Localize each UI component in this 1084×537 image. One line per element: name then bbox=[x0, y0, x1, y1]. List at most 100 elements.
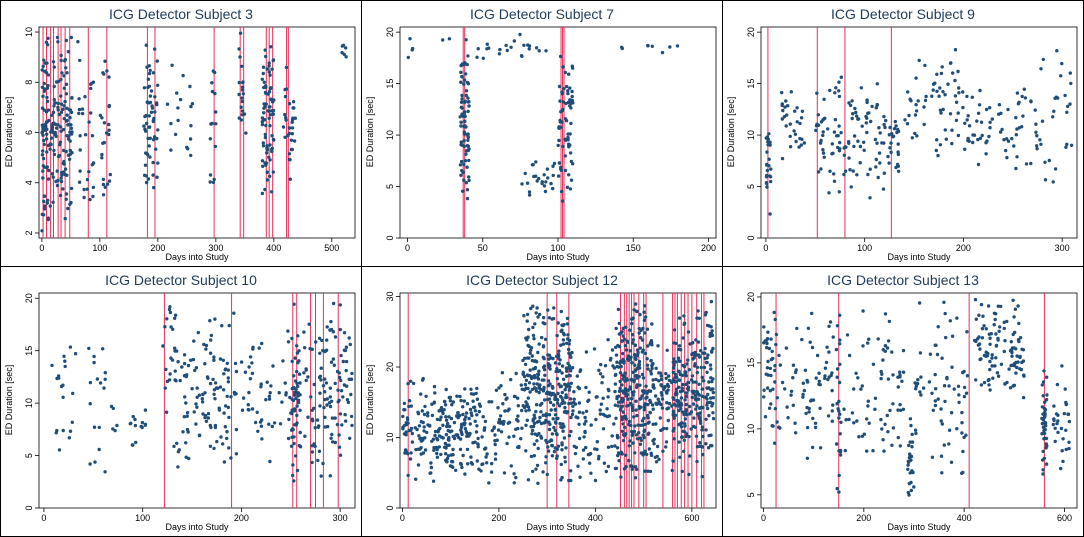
data-point bbox=[896, 435, 900, 440]
data-point bbox=[186, 430, 190, 434]
data-point bbox=[248, 377, 253, 381]
data-point bbox=[1010, 354, 1014, 358]
data-point bbox=[948, 319, 952, 323]
data-point bbox=[976, 343, 981, 347]
data-point bbox=[536, 350, 540, 355]
data-point bbox=[233, 361, 238, 366]
data-point bbox=[446, 454, 451, 458]
data-point bbox=[59, 53, 63, 58]
data-point bbox=[107, 122, 111, 127]
data-point bbox=[766, 330, 770, 334]
data-point bbox=[481, 56, 485, 60]
chart-title: ICG Detector Subject 13 bbox=[827, 272, 979, 288]
data-point bbox=[267, 422, 271, 426]
data-point bbox=[331, 440, 335, 444]
data-point bbox=[67, 436, 72, 440]
data-point bbox=[473, 419, 477, 423]
data-point bbox=[537, 431, 541, 436]
data-point bbox=[914, 384, 918, 388]
data-point bbox=[404, 430, 408, 434]
data-point bbox=[765, 150, 769, 154]
data-point bbox=[684, 394, 688, 399]
data-point bbox=[696, 340, 701, 344]
data-point bbox=[61, 148, 66, 153]
data-point bbox=[465, 431, 469, 435]
data-point bbox=[625, 340, 630, 344]
data-point bbox=[59, 179, 64, 184]
data-point bbox=[530, 354, 534, 358]
data-point bbox=[639, 328, 643, 332]
data-point bbox=[706, 392, 710, 397]
data-point bbox=[704, 428, 708, 432]
data-point bbox=[618, 371, 623, 375]
data-point bbox=[994, 332, 998, 336]
data-point bbox=[930, 391, 934, 395]
data-point bbox=[630, 467, 634, 471]
data-point bbox=[58, 125, 63, 129]
data-point bbox=[501, 402, 505, 406]
data-point bbox=[560, 364, 565, 368]
data-point bbox=[211, 180, 216, 185]
data-point bbox=[284, 65, 289, 70]
data-point bbox=[101, 177, 106, 182]
data-point bbox=[561, 342, 566, 346]
data-point bbox=[788, 145, 793, 149]
data-point bbox=[516, 396, 520, 400]
data-point bbox=[270, 134, 274, 138]
data-point bbox=[69, 132, 74, 136]
data-point bbox=[260, 122, 265, 127]
data-point bbox=[59, 58, 63, 63]
data-point bbox=[250, 371, 255, 376]
data-point bbox=[681, 429, 685, 433]
data-point bbox=[854, 110, 858, 115]
data-point bbox=[1015, 155, 1019, 159]
data-point bbox=[539, 436, 544, 440]
data-point bbox=[225, 394, 229, 398]
data-point bbox=[328, 404, 333, 409]
data-point bbox=[461, 412, 465, 417]
data-point bbox=[234, 427, 239, 432]
data-point bbox=[1007, 367, 1011, 371]
data-point bbox=[544, 412, 548, 416]
y-tick-label: 15 bbox=[385, 79, 395, 89]
data-point bbox=[898, 444, 902, 448]
data-point bbox=[1044, 442, 1048, 446]
data-point bbox=[46, 73, 50, 77]
data-point bbox=[51, 121, 55, 126]
data-point bbox=[42, 142, 46, 147]
data-point bbox=[489, 470, 494, 474]
data-point bbox=[704, 417, 708, 421]
data-point bbox=[681, 373, 685, 377]
data-point bbox=[1006, 139, 1011, 143]
data-point bbox=[621, 410, 625, 414]
data-point bbox=[1022, 373, 1026, 377]
data-point bbox=[990, 117, 994, 121]
data-point bbox=[655, 454, 659, 459]
data-point bbox=[864, 114, 868, 119]
data-point bbox=[241, 81, 245, 85]
data-point bbox=[463, 472, 467, 476]
data-point bbox=[537, 49, 541, 53]
data-point bbox=[766, 143, 770, 147]
data-point bbox=[606, 464, 611, 469]
data-point bbox=[143, 422, 148, 426]
data-point bbox=[531, 325, 535, 330]
data-point bbox=[93, 460, 97, 464]
data-point bbox=[524, 378, 529, 382]
data-point bbox=[64, 92, 69, 96]
data-point bbox=[454, 468, 458, 472]
data-point bbox=[839, 420, 843, 424]
data-point bbox=[651, 378, 655, 382]
data-point bbox=[103, 470, 107, 474]
data-point bbox=[780, 103, 784, 108]
data-point bbox=[271, 137, 276, 142]
data-point bbox=[47, 168, 51, 173]
data-point bbox=[519, 383, 523, 387]
data-point bbox=[527, 356, 531, 360]
data-point bbox=[281, 125, 286, 129]
data-point bbox=[526, 396, 530, 400]
data-point bbox=[459, 120, 463, 124]
data-point bbox=[459, 173, 463, 177]
data-point bbox=[514, 475, 518, 480]
data-point bbox=[960, 431, 964, 435]
